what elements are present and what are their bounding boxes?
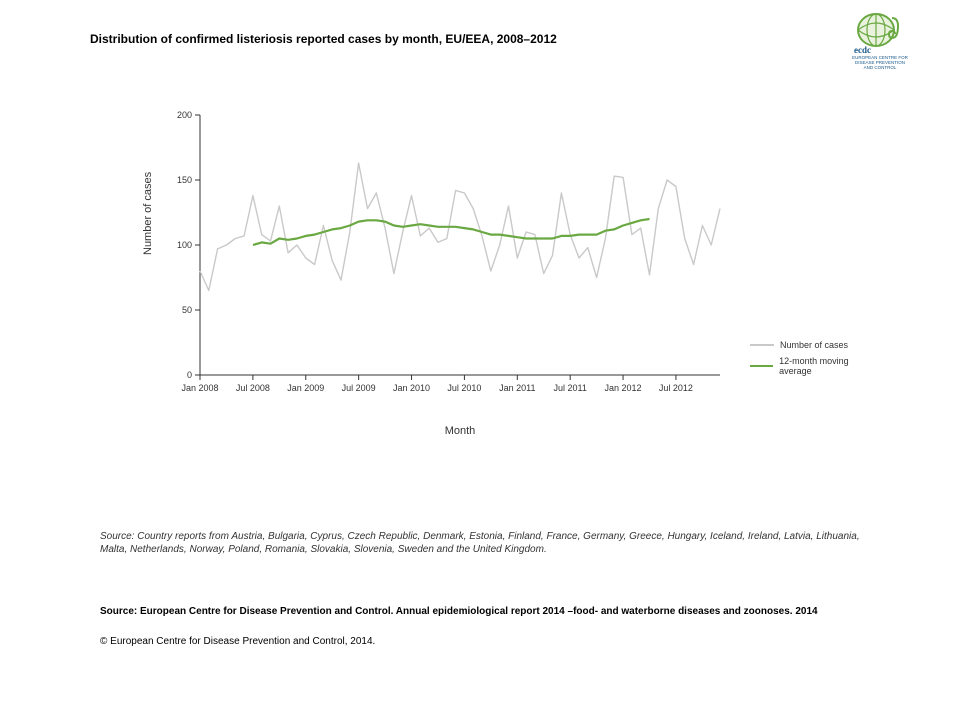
svg-text:100: 100 [177, 240, 192, 250]
legend-item: 12-month moving average [750, 356, 880, 376]
source-countries: Source: Country reports from Austria, Bu… [100, 530, 870, 556]
line-chart: Number of cases 0 50 100 150 200 Jan 2008 Jul … [160, 110, 880, 420]
svg-text:150: 150 [177, 175, 192, 185]
svg-text:200: 200 [177, 110, 192, 120]
source-report: Source: European Centre for Disease Prev… [100, 605, 870, 618]
legend: Number of cases 12-month moving average [750, 340, 880, 382]
ecdc-logo: ecdc EUROPEAN CENTRE FOR DISEASE PREVENT… [840, 10, 920, 71]
x-axis-label: Month [200, 425, 720, 437]
legend-item: Number of cases [750, 340, 880, 350]
svg-text:Jul 2008: Jul 2008 [236, 383, 270, 393]
svg-text:Jul 2012: Jul 2012 [659, 383, 693, 393]
svg-text:Jan 2011: Jan 2011 [499, 383, 535, 393]
svg-text:Jul 2011: Jul 2011 [553, 383, 586, 393]
svg-text:Jan 2012: Jan 2012 [605, 383, 642, 393]
y-axis-label: Number of cases [142, 172, 154, 255]
logo-text-3: AND CONTROL [840, 66, 920, 71]
page: Distribution of confirmed listeriosis re… [0, 0, 960, 720]
legend-label: Number of cases [780, 340, 848, 350]
legend-swatch [750, 365, 773, 367]
svg-text:Jul 2009: Jul 2009 [342, 383, 376, 393]
svg-text:50: 50 [182, 305, 192, 315]
svg-text:ecdc: ecdc [854, 45, 871, 54]
legend-swatch [750, 344, 774, 346]
page-title: Distribution of confirmed listeriosis re… [90, 32, 557, 46]
svg-text:0: 0 [187, 370, 192, 380]
svg-text:Jul 2010: Jul 2010 [447, 383, 481, 393]
svg-text:Jan 2010: Jan 2010 [393, 383, 430, 393]
svg-text:Jan 2008: Jan 2008 [181, 383, 218, 393]
globe-icon: ecdc [852, 10, 908, 54]
legend-label: 12-month moving average [779, 356, 880, 376]
copyright: © European Centre for Disease Prevention… [100, 636, 870, 647]
svg-text:Jan 2009: Jan 2009 [287, 383, 324, 393]
